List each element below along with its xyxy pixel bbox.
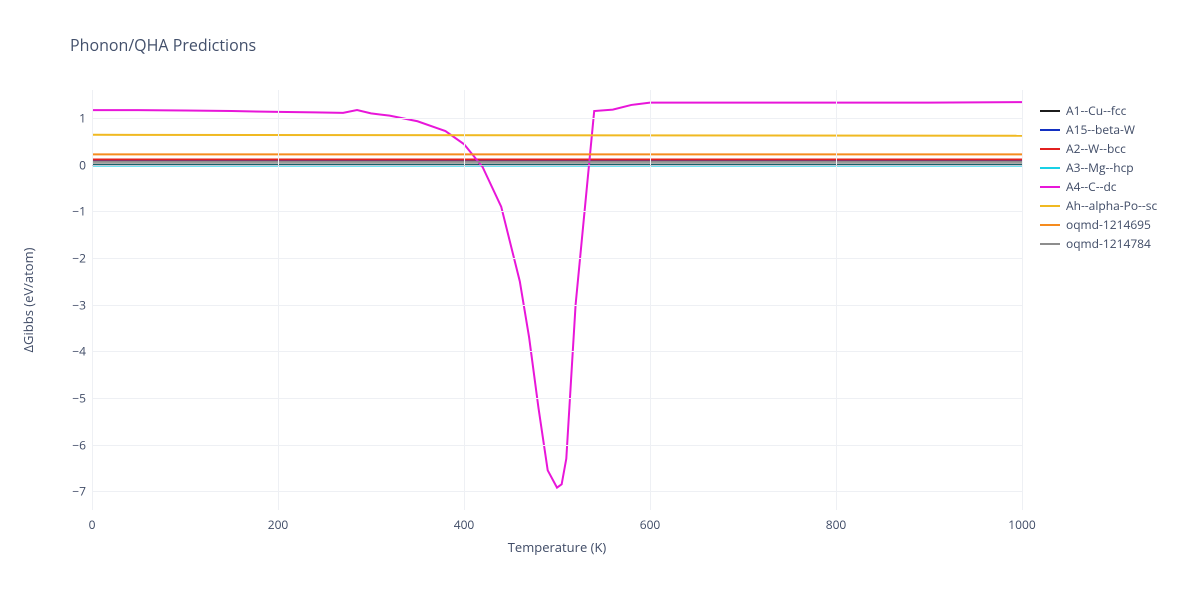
legend-swatch [1040,243,1060,245]
plot-svg [92,90,1022,510]
x-gridline [1022,90,1023,510]
y-tick-label: −5 [72,390,86,407]
y-tick-label: −2 [72,250,86,267]
x-gridline [836,90,837,510]
y-tick-label: −4 [72,343,86,360]
y-gridline [92,258,1022,259]
legend-item[interactable]: A1--Cu--fcc [1040,101,1157,120]
x-tick-label: 0 [89,516,96,533]
y-tick-label: 0 [79,156,86,173]
legend: A1--Cu--fcc A15--beta-W A2--W--bcc A3--Mg--… [1040,101,1157,253]
legend-label: A2--W--bcc [1066,140,1126,157]
y-gridline [92,445,1022,446]
x-gridline [92,90,93,510]
y-gridline [92,491,1022,492]
x-gridline [464,90,465,510]
legend-swatch [1040,224,1060,226]
legend-item[interactable]: A2--W--bcc [1040,139,1157,158]
y-axis-title: ΔGibbs (eV/atom) [19,248,37,353]
y-gridline [92,398,1022,399]
x-tick-label: 800 [826,516,847,533]
legend-item[interactable]: Ah--alpha-Po--sc [1040,196,1157,215]
y-gridline [92,211,1022,212]
y-tick-label: −7 [72,483,86,500]
x-tick-label: 1000 [1008,516,1035,533]
y-gridline [92,118,1022,119]
legend-swatch [1040,186,1060,188]
y-zero-line [92,165,1022,166]
legend-label: A4--C--dc [1066,178,1117,195]
y-tick-label: −3 [72,296,86,313]
legend-label: oqmd-1214695 [1066,216,1151,233]
y-tick-label: −1 [72,203,86,220]
legend-label: A3--Mg--hcp [1066,159,1134,176]
y-gridline [92,305,1022,306]
legend-swatch [1040,148,1060,150]
series-line [92,135,1022,136]
legend-label: Ah--alpha-Po--sc [1066,197,1157,214]
legend-swatch [1040,129,1060,131]
legend-label: oqmd-1214784 [1066,235,1151,252]
legend-swatch [1040,167,1060,169]
plot-area [92,90,1022,510]
x-tick-label: 400 [454,516,475,533]
x-axis-title: Temperature (K) [508,538,607,556]
x-tick-label: 600 [640,516,661,533]
legend-label: A15--beta-W [1066,121,1135,138]
y-tick-label: −6 [72,436,86,453]
legend-swatch [1040,205,1060,207]
legend-item[interactable]: A15--beta-W [1040,120,1157,139]
legend-swatch [1040,110,1060,112]
x-gridline [278,90,279,510]
legend-item[interactable]: oqmd-1214695 [1040,215,1157,234]
y-gridline [92,351,1022,352]
x-tick-label: 200 [268,516,289,533]
y-tick-label: 1 [79,110,86,127]
legend-label: A1--Cu--fcc [1066,102,1126,119]
legend-item[interactable]: A4--C--dc [1040,177,1157,196]
legend-item[interactable]: A3--Mg--hcp [1040,158,1157,177]
chart-title: Phonon/QHA Predictions [70,34,256,56]
legend-item[interactable]: oqmd-1214784 [1040,234,1157,253]
x-gridline [650,90,651,510]
